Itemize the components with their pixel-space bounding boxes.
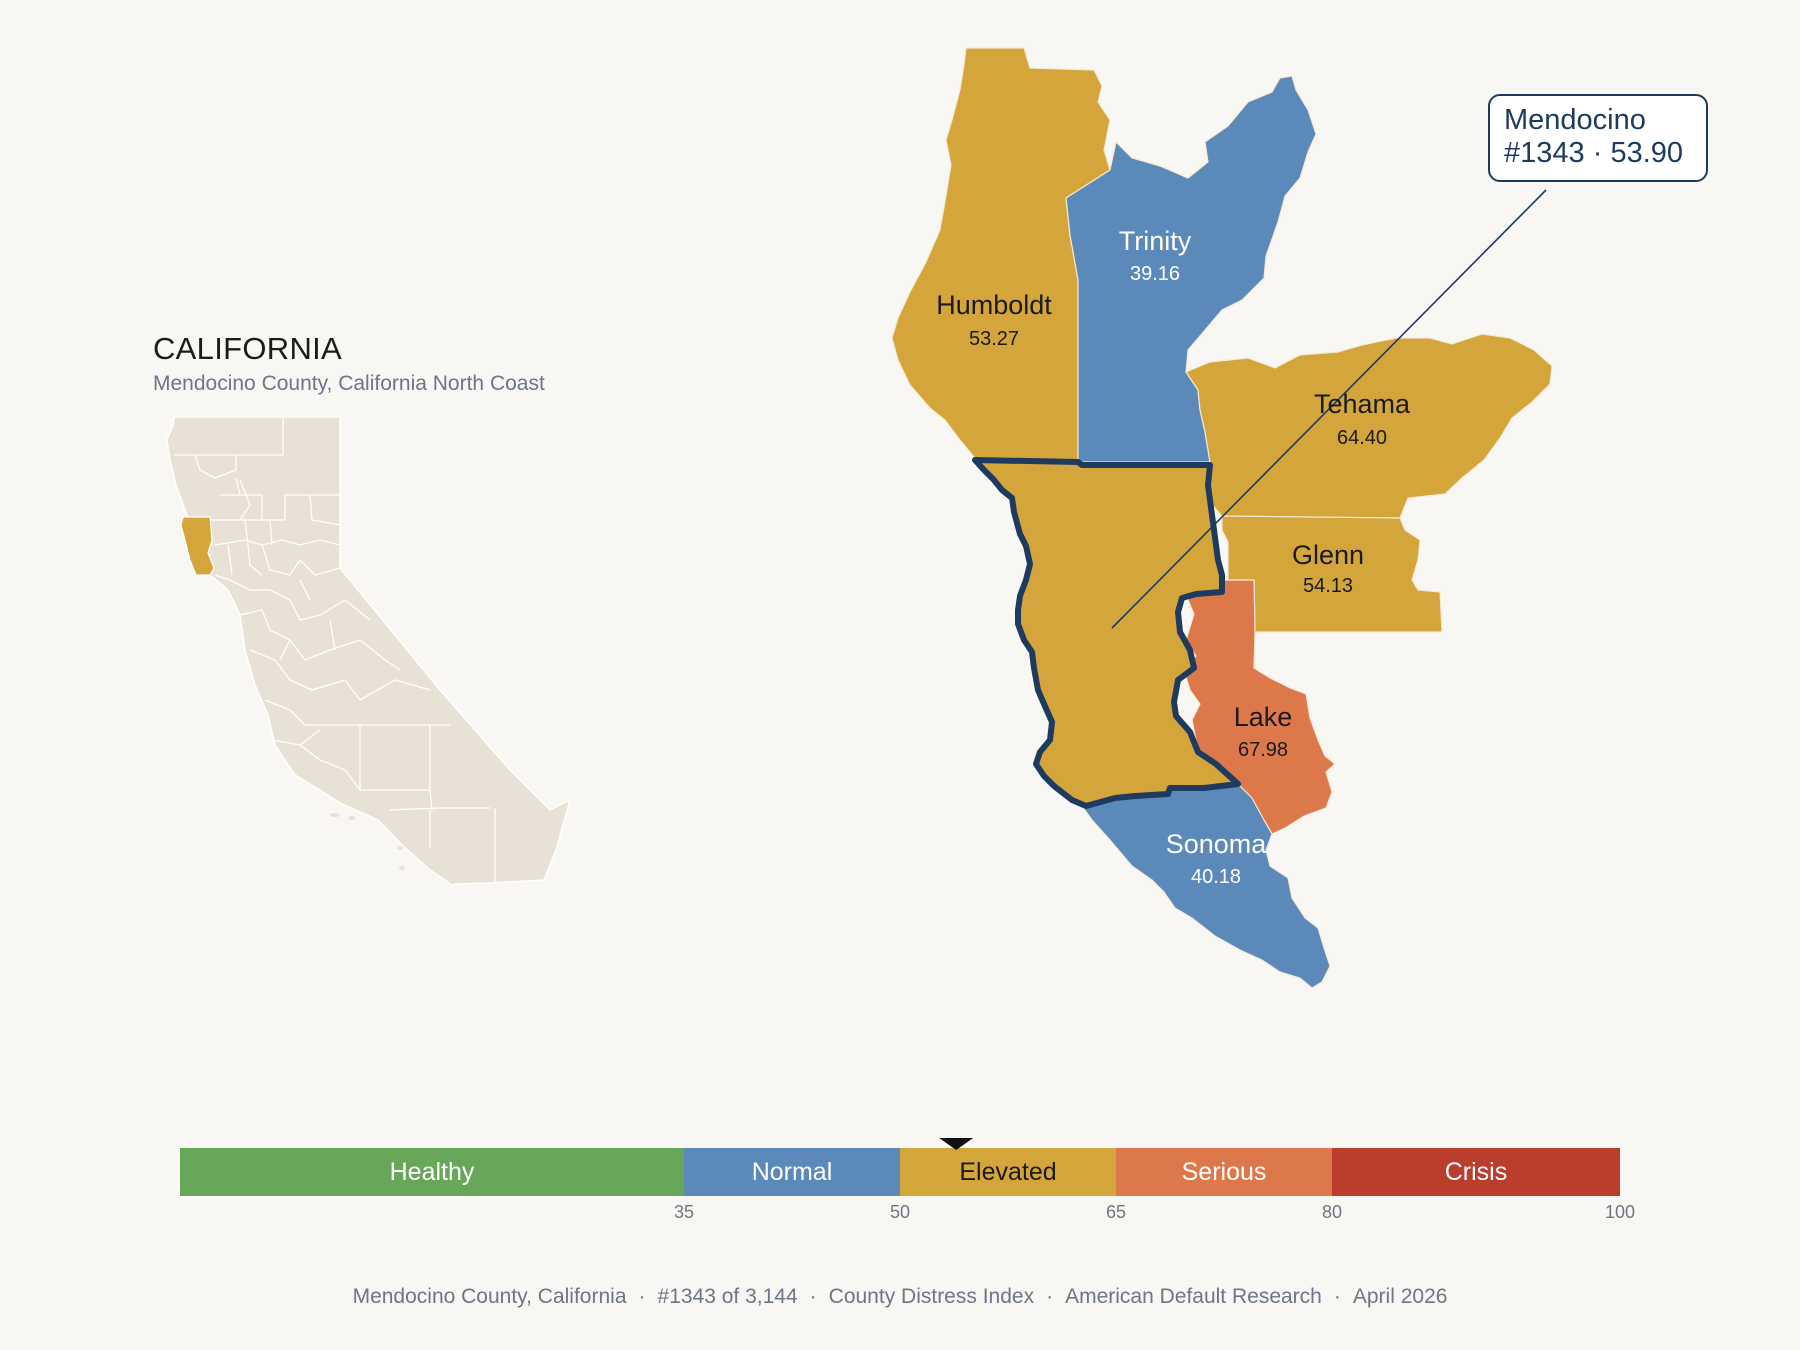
trinity-value: 39.16	[1130, 263, 1180, 285]
channel-island	[348, 816, 356, 820]
county-tehama[interactable]	[1185, 333, 1553, 519]
footer-separator: ·	[638, 1285, 646, 1308]
footer-index-name: County Distress Index	[828, 1285, 1035, 1308]
distress-scale-legend: Healthy Normal Elevated Serious Crisis 35 50 6…	[180, 1138, 1635, 1222]
legend-band-label: Crisis	[1445, 1158, 1508, 1186]
legend-tick-label: 80	[1322, 1202, 1342, 1222]
footer-date: April 2026	[1352, 1285, 1448, 1308]
california-outline	[166, 416, 572, 886]
county-glenn[interactable]	[1221, 515, 1443, 633]
lake-label: Lake	[1234, 702, 1293, 732]
sonoma-value: 40.18	[1191, 866, 1241, 888]
channel-island	[399, 866, 405, 870]
humboldt-value: 53.27	[969, 328, 1019, 350]
focus-callout: Mendocino #1343 · 53.90	[1488, 94, 1708, 182]
footer-rank: #1343 of 3,144	[657, 1285, 798, 1308]
county-humboldt[interactable]	[891, 47, 1111, 463]
legend-band-serious	[1116, 1148, 1332, 1196]
regional-map: Humboldt 53.27 Trinity 39.16 Tehama 64.4…	[891, 47, 1553, 989]
lake-value: 67.98	[1238, 739, 1288, 761]
tehama-label: Tehama	[1314, 389, 1411, 419]
tehama-value: 64.40	[1337, 427, 1387, 449]
legend-band-normal	[684, 1148, 900, 1196]
callout-leader-line	[1111, 189, 1547, 629]
legend-tick-label: 100	[1605, 1202, 1635, 1222]
legend-band-healthy	[180, 1148, 684, 1196]
california-inset-map	[166, 416, 572, 886]
glenn-value: 54.13	[1303, 575, 1353, 597]
county-sonoma[interactable]	[1081, 785, 1331, 989]
state-subtitle: Mendocino County, California North Coast	[153, 372, 545, 395]
footer-caption: Mendocino County, California · #1343 of 3,…	[0, 1285, 1800, 1309]
callout-county-name: Mendocino	[1504, 104, 1646, 136]
county-mendocino[interactable]	[972, 457, 1241, 809]
footer-separator: ·	[1333, 1285, 1341, 1308]
legend-band-label: Elevated	[959, 1158, 1056, 1186]
legend-band-label: Healthy	[390, 1158, 475, 1186]
legend-band-elevated	[900, 1148, 1116, 1196]
county-labels: Humboldt 53.27 Trinity 39.16 Tehama 64.4…	[936, 226, 1411, 888]
footer-separator: ·	[1046, 1285, 1054, 1308]
legend-band-crisis	[1332, 1148, 1620, 1196]
callout-score: 53.90	[1610, 137, 1684, 169]
channel-island	[397, 846, 403, 850]
callout-separator: ·	[1592, 137, 1603, 169]
legend-tick-label: 50	[890, 1202, 910, 1222]
state-title: CALIFORNIA	[153, 331, 343, 366]
inset-county-lines	[174, 417, 496, 884]
legend-tick-label: 35	[674, 1202, 694, 1222]
score-marker	[939, 1138, 974, 1150]
trinity-label: Trinity	[1119, 226, 1192, 256]
legend-band-label: Normal	[752, 1158, 833, 1186]
channel-island	[330, 813, 340, 817]
legend-tick-label: 65	[1106, 1202, 1126, 1222]
callout-rank: #1343	[1504, 137, 1585, 169]
glenn-label: Glenn	[1292, 540, 1364, 570]
footer-county: Mendocino County, California	[352, 1285, 627, 1308]
inset-mendocino-highlight	[180, 516, 215, 576]
callout-rank-score: #1343 · 53.90	[1504, 137, 1692, 170]
legend-band-label: Serious	[1182, 1158, 1267, 1186]
footer-separator: ·	[809, 1285, 817, 1308]
footer-source: American Default Research	[1065, 1285, 1322, 1308]
sonoma-label: Sonoma	[1166, 829, 1268, 859]
humboldt-label: Humboldt	[936, 290, 1052, 320]
